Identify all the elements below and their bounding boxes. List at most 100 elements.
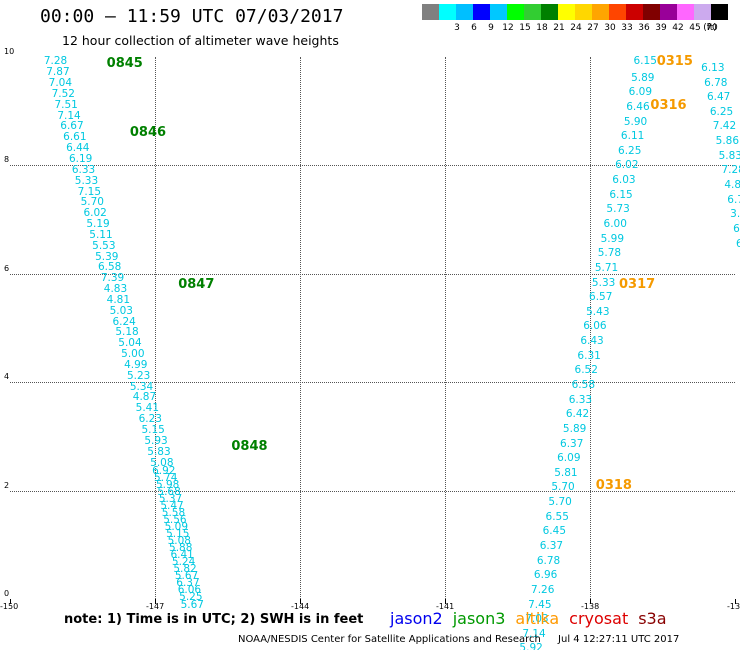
longitude-tick [155,599,156,604]
legend-jason2: jason2 [390,609,443,628]
wave-height-value: 6.55 [545,510,569,523]
color-scale-label: 30 [604,23,616,33]
wave-height-value: 4.89 [724,178,740,191]
wave-height-value: 6.00 [603,218,627,231]
wave-height-value: 6.46 [626,100,650,113]
color-scale-label: 21 [553,23,565,33]
wave-height-value: 7.03 [525,613,549,626]
legend-jason3: jason3 [452,609,506,628]
wave-height-value: 7.14 [522,627,546,640]
wave-height-value: 5.78 [597,247,622,260]
wave-height-value: 6.23 [138,413,162,426]
wave-height-value: 5.08 [167,535,191,548]
latitude-label: 10 [4,47,15,56]
wave-height-value: 7.15 [77,185,102,198]
wave-height-value: 6.15 [633,55,657,68]
wave-height-value: 5.88 [169,542,193,555]
wave-height-value: 6.03 [612,174,636,187]
wave-height-value: 5.34 [129,380,154,393]
wave-height-value: 6.96 [533,569,558,582]
longitude-label: -147 [146,602,165,611]
wave-height-value: 4.87 [132,391,157,404]
wave-height-value: 5.92 [519,642,543,650]
latitude-label: 0 [4,589,10,598]
wave-height-value: 6.37 [539,539,564,552]
color-scale-swatch [592,4,609,20]
wave-height-value: 4.81 [106,293,131,306]
wave-height-value: 5.83 [147,445,171,458]
latitude-label: 4 [4,372,10,382]
latitude-label: 8 [4,155,10,165]
latitude-gridline [10,273,735,275]
wave-height-value: 5.82 [173,563,197,576]
wave-height-value: 5.00 [121,348,145,361]
wave-height-value: 5.39 [95,250,119,263]
longitude-label: -150 [0,602,19,611]
color-scale-swatch [439,4,456,20]
wave-height-value: 6.28 [733,222,740,235]
longitude-tick [590,599,591,604]
legend-s3a: s3a [638,609,667,628]
map-subtitle: 12 hour collection of altimeter wave hei… [62,33,339,48]
wave-height-value: 6.02 [615,159,639,172]
wave-height-value: 6.58 [735,237,740,250]
wave-height-value: 6.31 [577,349,601,362]
color-scale-swatch [456,4,473,20]
pass-time-label: 0315 [656,54,693,70]
legend-altika: altika [515,609,560,628]
wave-height-value: 4.83 [103,283,128,296]
color-scale-swatch [609,4,626,20]
color-scale-swatch [575,4,592,20]
wave-height-value: 5.70 [80,196,104,209]
wave-height-value: 5.53 [92,239,116,252]
wave-height-value: 6.33 [71,163,96,176]
wave-height-value: 6.61 [63,131,87,144]
color-scale-label: 3 [454,23,460,33]
latitude-label: 2 [4,480,10,490]
wave-height-value: 6.41 [170,549,194,562]
color-scale-unit: (ft) [703,23,717,33]
satellite-legend: jason2 jason3 altika cryosat s3a [390,609,677,628]
wave-height-value: 5.03 [109,304,133,317]
wave-height-value: 5.24 [171,556,196,569]
color-scale-label: 39 [655,23,667,33]
pass-time-label: 0316 [650,97,687,113]
wave-height-value: 5.90 [623,115,648,128]
wave-height-value: 5.71 [594,261,619,274]
wave-height-value: 6.15 [609,188,633,201]
wave-height-value: 5.04 [118,337,142,350]
wave-height-value: 6.37 [176,577,200,590]
wave-height-value: 5.93 [144,434,168,447]
wave-height-value: 6.33 [568,393,593,406]
latitude-label: 6 [4,263,10,273]
wave-height-value: 5.89 [562,422,587,435]
wave-height-value: 5.33 [74,174,99,187]
wave-height-value: 6.09 [557,452,581,465]
wave-height-value: 6.37 [560,437,584,450]
longitude-gridline [590,57,591,599]
wave-height-value: 5.33 [591,276,616,289]
color-scale-label: 9 [488,23,494,33]
color-scale-swatch [490,4,507,20]
longitude-tick [300,599,301,604]
wave-height-value: 5.23 [126,369,151,382]
color-scale-swatch [660,4,677,20]
wave-height-value: 5.89 [631,71,655,84]
pass-time-label: 0317 [619,276,656,292]
wave-height-value: 5.37 [158,492,183,505]
longitude-label: -141 [436,602,455,611]
wave-height-value: 5.73 [606,203,630,216]
wave-height-value: 5.15 [166,528,190,541]
color-scale-label: 15 [519,23,531,33]
wave-height-value: 5.67 [174,570,199,583]
wave-height-value: 5.67 [180,598,204,611]
wave-height-value: 6.52 [574,364,598,377]
wave-height-value: 6.24 [112,315,136,328]
longitude-gridline [300,57,301,599]
wave-height-value: 5.15 [141,423,165,436]
wave-height-value: 6.44 [66,142,90,155]
wave-height-value: 5.56 [163,513,187,526]
wave-height-value: 17.10 [739,253,740,264]
wave-height-value: 5.99 [600,232,625,245]
